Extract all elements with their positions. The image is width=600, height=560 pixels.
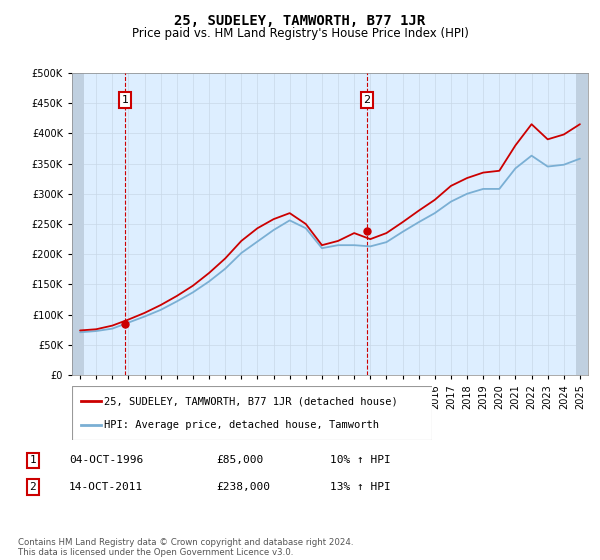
Bar <box>576 73 588 375</box>
Text: £238,000: £238,000 <box>216 482 270 492</box>
Text: 10% ↑ HPI: 10% ↑ HPI <box>330 455 391 465</box>
Text: Price paid vs. HM Land Registry's House Price Index (HPI): Price paid vs. HM Land Registry's House … <box>131 27 469 40</box>
Text: Contains HM Land Registry data © Crown copyright and database right 2024.
This d: Contains HM Land Registry data © Crown c… <box>18 538 353 557</box>
Text: 25, SUDELEY, TAMWORTH, B77 1JR (detached house): 25, SUDELEY, TAMWORTH, B77 1JR (detached… <box>104 396 398 407</box>
Bar <box>72 73 84 375</box>
Text: 2: 2 <box>29 482 37 492</box>
Text: 14-OCT-2011: 14-OCT-2011 <box>69 482 143 492</box>
Text: 13% ↑ HPI: 13% ↑ HPI <box>330 482 391 492</box>
Text: HPI: Average price, detached house, Tamworth: HPI: Average price, detached house, Tamw… <box>104 419 379 430</box>
Text: 2: 2 <box>364 95 371 105</box>
Text: 04-OCT-1996: 04-OCT-1996 <box>69 455 143 465</box>
Text: £85,000: £85,000 <box>216 455 263 465</box>
Text: 1: 1 <box>122 95 129 105</box>
Text: 1: 1 <box>29 455 37 465</box>
Text: 25, SUDELEY, TAMWORTH, B77 1JR: 25, SUDELEY, TAMWORTH, B77 1JR <box>175 14 425 28</box>
